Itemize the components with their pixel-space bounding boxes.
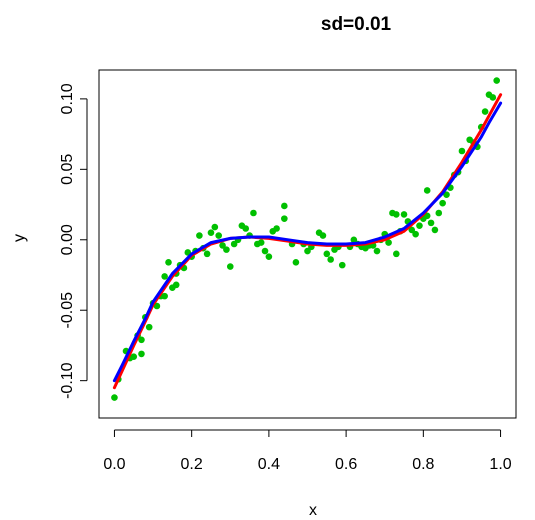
data-point xyxy=(435,209,443,217)
data-point xyxy=(385,239,392,246)
data-point xyxy=(145,323,153,331)
y-tick-label: 0.05 xyxy=(59,154,76,185)
data-point xyxy=(319,232,327,239)
plot-area xyxy=(98,69,517,419)
x-tick-label: 0.2 xyxy=(181,456,203,473)
data-point xyxy=(130,353,138,361)
data-point xyxy=(138,336,145,344)
chart-title: sd=0.01 xyxy=(321,14,392,35)
data-point xyxy=(338,261,346,269)
data-point xyxy=(304,247,311,255)
data-point xyxy=(327,256,334,263)
data-point xyxy=(416,222,423,229)
data-point xyxy=(242,225,250,232)
data-point xyxy=(393,211,400,218)
data-point xyxy=(323,250,331,258)
data-point xyxy=(292,259,300,266)
x-tick-label: 0.0 xyxy=(103,456,125,473)
series-line-2 xyxy=(112,101,503,383)
data-point xyxy=(207,229,215,237)
data-point xyxy=(439,199,446,207)
data-point xyxy=(165,259,172,266)
data-point xyxy=(153,302,161,310)
y-axis: -0.10 -0.05 0.00 0.05 0.10 xyxy=(59,83,88,399)
data-point xyxy=(400,211,408,218)
data-point xyxy=(481,108,489,115)
data-point xyxy=(223,246,230,253)
data-point xyxy=(393,250,400,258)
x-axis: 0.0 0.2 0.4 0.6 0.8 1.0 xyxy=(103,429,512,473)
data-point xyxy=(211,223,219,231)
data-point xyxy=(161,273,168,280)
data-point xyxy=(203,250,211,258)
data-point xyxy=(161,292,168,300)
data-point xyxy=(215,232,222,239)
data-point xyxy=(423,212,431,220)
data-point xyxy=(458,147,466,155)
data-point xyxy=(373,247,381,255)
x-tick-label: 0.4 xyxy=(258,456,280,473)
data-point xyxy=(281,202,288,210)
data-point xyxy=(196,232,203,239)
x-tick-label: 1.0 xyxy=(489,456,511,473)
x-axis-label: x xyxy=(309,502,317,519)
data-point xyxy=(230,240,238,248)
x-tick-label: 0.6 xyxy=(335,456,357,473)
data-point xyxy=(443,191,450,198)
data-point xyxy=(219,242,226,249)
data-point xyxy=(350,236,358,244)
data-point xyxy=(250,209,257,217)
x-tick-label: 0.8 xyxy=(412,456,434,473)
data-point xyxy=(431,226,439,234)
data-point xyxy=(489,94,497,101)
y-axis-label: y xyxy=(11,234,28,242)
y-tick-label: 0.00 xyxy=(59,224,76,255)
data-point xyxy=(226,263,234,270)
data-point xyxy=(408,226,416,234)
data-point xyxy=(427,219,435,227)
data-point xyxy=(265,253,273,260)
y-tick-label: 0.10 xyxy=(59,83,76,114)
data-point xyxy=(493,77,500,84)
y-tick-label: -0.05 xyxy=(59,292,76,329)
data-point xyxy=(261,247,269,255)
data-point xyxy=(281,215,288,222)
data-point xyxy=(111,394,118,401)
data-point xyxy=(423,187,431,194)
y-tick-label: -0.10 xyxy=(59,362,76,399)
data-point xyxy=(412,230,419,238)
data-point xyxy=(257,239,265,246)
data-point xyxy=(172,281,180,289)
data-point xyxy=(273,225,280,232)
data-point xyxy=(138,350,145,358)
series-layer xyxy=(111,77,503,401)
